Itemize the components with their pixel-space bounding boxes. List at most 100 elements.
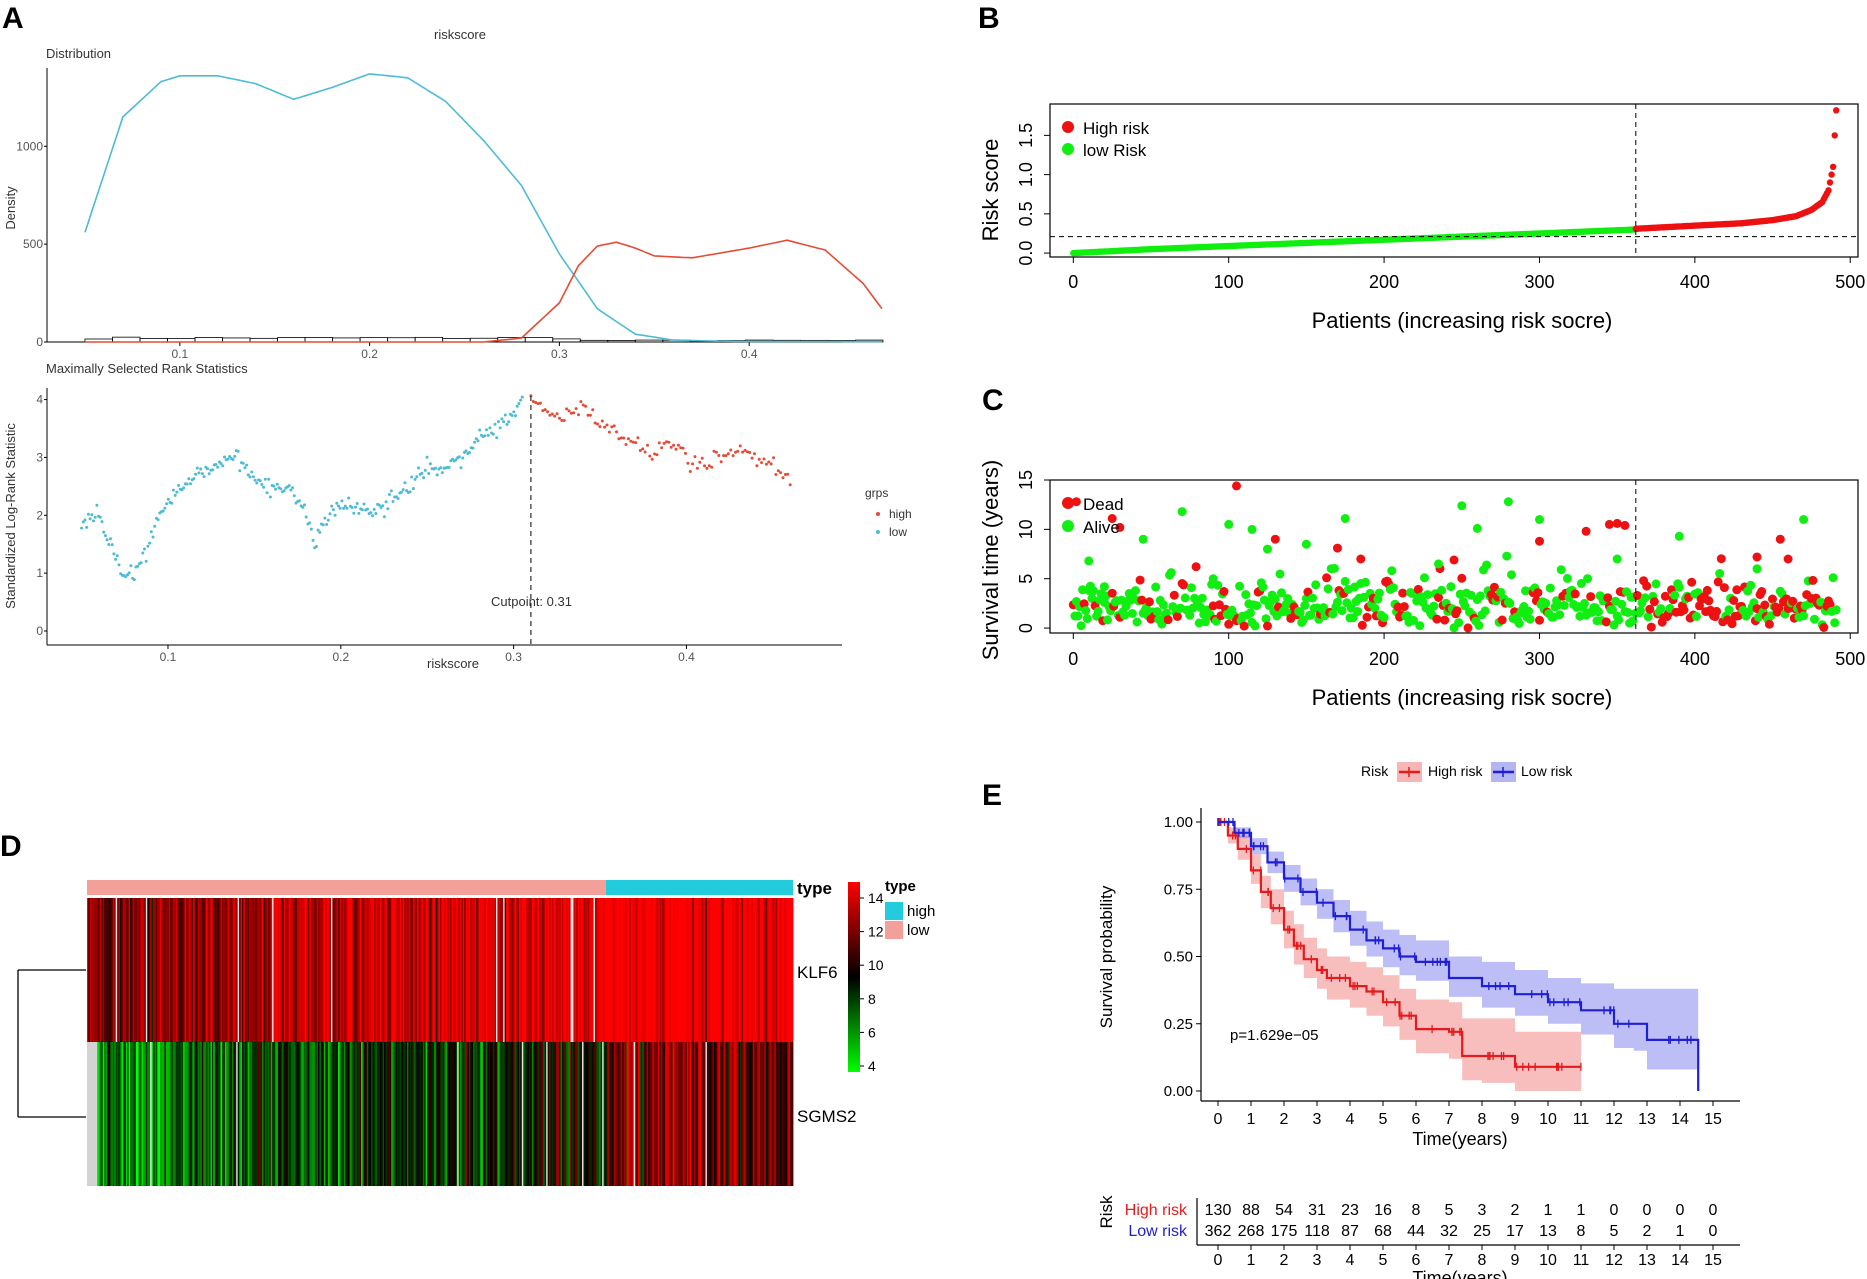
c-point-alive [1379,613,1389,623]
heatmap-cell [597,898,600,1042]
heatmap-cell [574,1042,577,1186]
heatmap-cell [722,1042,725,1186]
heatmap-cell [316,898,319,1042]
heatmap-cell [197,1042,200,1186]
heatmap-cell [310,1042,313,1186]
msr-point-low [202,475,206,479]
heatmap-cell [474,1042,477,1186]
heatmap-cell [237,1042,240,1186]
panel-b-legend-low-dot [1062,143,1074,155]
msr-point-high [753,452,756,456]
heatmap-cell [638,898,640,1042]
heatmap-cell [243,898,246,1042]
heatmap-cell [629,1042,632,1186]
c-point-alive [1474,620,1484,630]
heatmap-cell [497,898,500,1042]
panel-c-points [1068,481,1841,633]
msr-point-high [769,462,773,466]
heatmap-cell [112,1042,115,1186]
c-point-alive [1475,591,1485,601]
heatmap-cell [348,1042,350,1186]
msr-xtick-label: 0.2 [332,650,349,664]
heatmap-cell [95,898,98,1042]
heatmap-cell [240,898,243,1042]
heatmap-cell [778,898,781,1042]
heatmap-cell [751,1042,754,1186]
heatmap-cell [109,1042,112,1186]
msr-point-high [731,454,735,458]
heatmap-cell [671,898,673,1042]
heatmap-cell [131,898,134,1042]
heatmap-cell [757,1042,759,1186]
risk-low-count: 87 [1341,1223,1359,1240]
heatmap-cell [625,898,627,1042]
heatmap-cell [678,898,681,1042]
c-point-dead [1535,536,1544,546]
heatmap-cell [501,898,504,1042]
heatmap-cell [474,898,477,1042]
c-point-dead [1601,617,1611,627]
heatmap-cell [609,898,612,1042]
panel-a-msr-points [80,394,792,582]
c-point-dead [1263,621,1272,631]
heatmap-cell [630,1042,633,1186]
heatmap-cell [444,898,447,1042]
scale-tick-label: 14 [868,890,884,906]
panel-a-legend-title: grps [865,486,888,500]
heatmap-cell [541,898,544,1042]
heatmap-cell [224,898,227,1042]
heatmap-cell [108,898,111,1042]
heatmap-cell [594,898,597,1042]
heatmap-cell [682,1042,685,1186]
risk-high-count: 1 [1544,1202,1553,1219]
msr-point-low [83,518,87,522]
scale-tick-label: 10 [868,957,884,973]
heatmap-cell [356,1042,359,1186]
heatmap-cell [163,1042,165,1186]
heatmap-cell [157,898,160,1042]
heatmap-cell [355,1042,358,1186]
msr-point-high [543,408,547,412]
heatmap-cell [276,1042,279,1186]
heatmap-cell [260,1042,263,1186]
msr-point-high [655,453,659,457]
c-point-alive [1608,605,1617,615]
risk-low-count: 118 [1304,1223,1330,1240]
msr-point-low [328,512,332,516]
heatmap-cell [117,898,119,1042]
heatmap-cell [662,1042,665,1186]
heatmap-cell [540,898,543,1042]
heatmap-cell [468,1042,471,1186]
msr-point-high [600,419,604,423]
heatmap-cell [231,898,234,1042]
panel-b-plot-frame [1049,103,1859,258]
msr-point-low [265,491,269,495]
panel-e-legend-title: Risk [1361,763,1389,779]
heatmap-cell [594,1042,597,1186]
heatmap-cell [173,1042,175,1186]
msr-point-high [565,407,569,411]
msr-point-high [660,446,664,450]
heatmap-cell [450,898,452,1042]
msr-point-high [648,454,652,458]
b-point [1825,187,1832,194]
c-point-alive [1127,609,1137,618]
heatmap-cell [274,1042,277,1186]
msr-point-low [510,414,514,417]
c-point-dead [1825,600,1835,609]
heatmap-cell [273,898,276,1042]
heatmap-cell [415,1042,418,1186]
heatmap-cell [650,898,653,1042]
msr-point-high [538,401,542,405]
scale-tick-label: 6 [868,1024,876,1040]
heatmap-cell [744,1042,747,1186]
e-xtick-label: 2 [1280,1111,1289,1128]
msr-point-high [624,443,628,446]
heatmap-cell [709,1042,712,1186]
panel-a-msr-title: Maximally Selected Rank Statistics [46,361,248,376]
heatmap-cell [441,1042,444,1186]
heatmap-cell [362,898,365,1042]
heatmap-cell [534,1042,537,1186]
heatmap-cell [239,898,241,1042]
heatmap-cell [323,898,326,1042]
